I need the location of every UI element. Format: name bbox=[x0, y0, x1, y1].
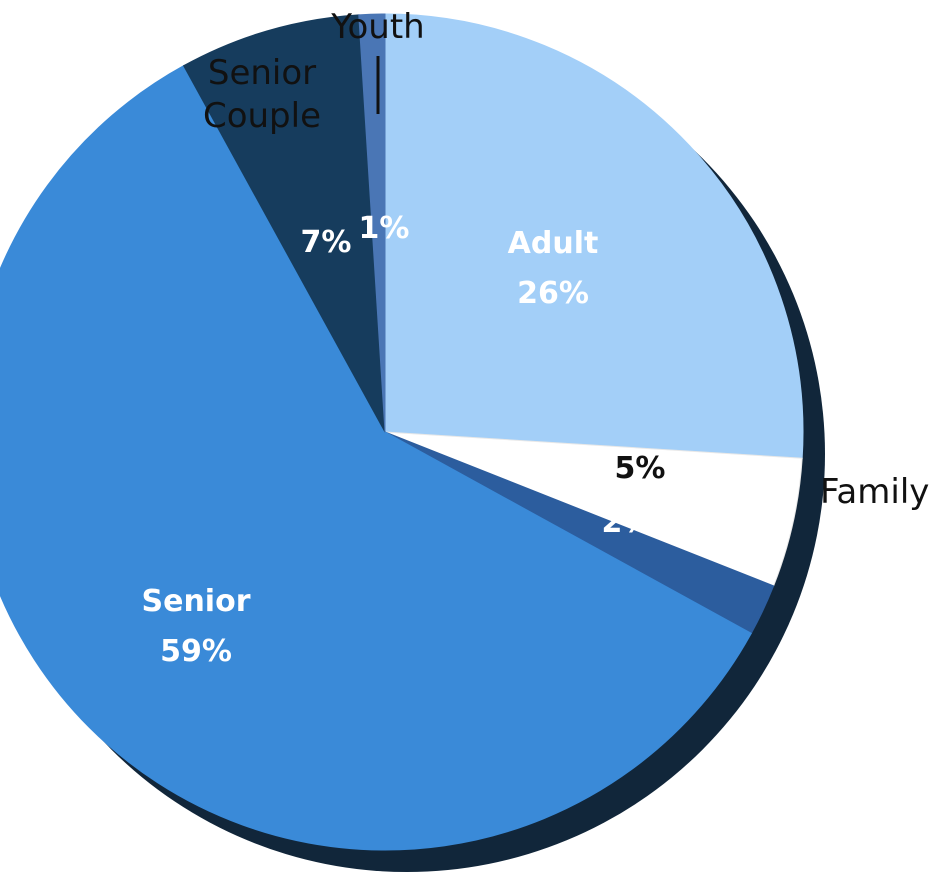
slice-label-senior: Senior bbox=[142, 584, 251, 619]
slice-value-family: 5% bbox=[615, 451, 666, 486]
outside-label-family: Family bbox=[820, 472, 929, 512]
slice-value-senior-couple: 7% bbox=[301, 225, 352, 260]
slice-value-senior: 59% bbox=[160, 634, 232, 669]
outside-label-senior-couple-line1: Senior bbox=[208, 53, 316, 93]
pie-slice-senior bbox=[0, 65, 752, 851]
pie-slices bbox=[0, 13, 804, 851]
slice-value-unlabeled: 2% bbox=[602, 505, 653, 540]
slice-label-adult: Adult bbox=[508, 226, 599, 261]
slice-value-youth: 1% bbox=[359, 211, 410, 246]
pie-slice-adult bbox=[384, 13, 804, 459]
slice-value-adult: 26% bbox=[517, 276, 589, 311]
pie-slice-senior-couple bbox=[182, 14, 386, 433]
outside-label-youth: Youth bbox=[330, 7, 424, 47]
pie-slice-youth bbox=[358, 13, 386, 433]
outside-label-senior-couple-line2: Couple bbox=[203, 96, 321, 136]
